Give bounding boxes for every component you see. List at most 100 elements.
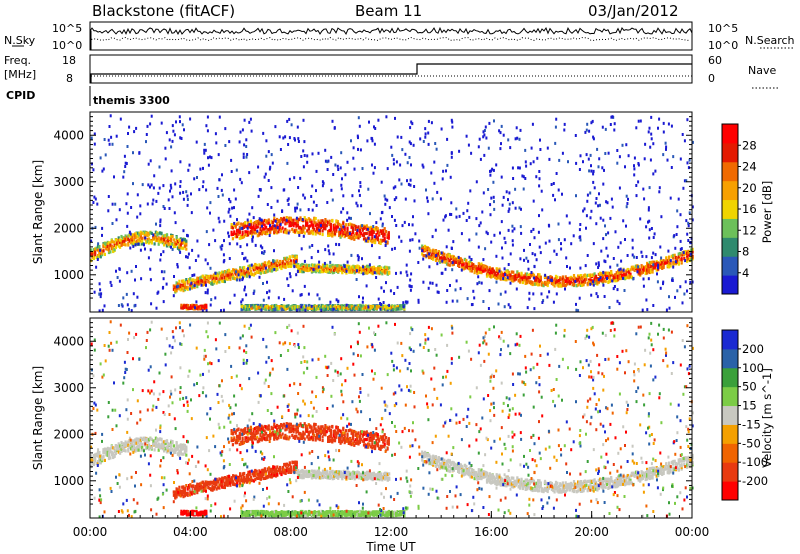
power-cell — [577, 283, 580, 287]
power-cell — [149, 231, 152, 235]
power-cell — [467, 143, 470, 147]
power-cell — [348, 304, 351, 308]
power-cell — [616, 263, 619, 267]
power-cell — [553, 249, 556, 253]
power-cell — [332, 223, 335, 227]
power-cell — [498, 269, 501, 273]
power-cell — [359, 184, 362, 188]
power-cell — [128, 125, 131, 129]
power-cell — [250, 263, 253, 267]
velocity-cell — [102, 451, 105, 455]
power-cell — [490, 240, 493, 244]
power-cell — [248, 275, 251, 279]
power-cell — [254, 272, 257, 276]
power-cell — [328, 270, 331, 274]
power-cell — [626, 202, 629, 205]
power-cell — [625, 269, 628, 273]
power-cell — [586, 199, 589, 203]
power-cell — [206, 129, 209, 133]
power-cell — [110, 135, 113, 139]
power-cell — [548, 157, 551, 161]
power-cell — [501, 271, 504, 275]
power-cell — [252, 264, 255, 268]
power-cell — [241, 307, 245, 311]
velocity-cell — [112, 455, 115, 460]
power-cell — [655, 261, 658, 265]
power-cell — [317, 231, 320, 235]
power-cell — [97, 242, 100, 246]
power-cell — [625, 194, 628, 198]
power-cell — [272, 308, 275, 312]
power-cell — [109, 243, 112, 247]
power-cell — [376, 236, 379, 240]
power-cell — [234, 197, 237, 201]
power-cell — [126, 224, 129, 228]
power-cell — [103, 138, 106, 141]
power-cell — [492, 269, 495, 274]
power-cell — [283, 256, 286, 261]
power-cell — [332, 252, 335, 256]
power-cell — [546, 279, 549, 284]
power-cell — [462, 211, 465, 215]
power-cell — [136, 193, 139, 197]
power-cell — [647, 208, 650, 212]
power-cell — [385, 281, 387, 285]
power-cell — [124, 243, 127, 247]
power-cell — [490, 267, 493, 271]
power-cell — [579, 223, 582, 226]
power-cell — [182, 197, 185, 201]
power-cell — [123, 154, 126, 158]
power-cell — [554, 198, 556, 202]
power-cell — [194, 279, 197, 283]
power-cell — [658, 186, 661, 190]
power-cell — [361, 304, 365, 308]
velocity-cell — [90, 458, 93, 462]
power-cell — [394, 116, 396, 120]
power-cell — [652, 142, 655, 146]
power-cell — [128, 307, 130, 311]
power-cell — [354, 224, 357, 229]
power-cell — [514, 206, 517, 210]
power-cell — [509, 273, 512, 277]
power-cell — [302, 165, 305, 169]
power-cell — [172, 238, 175, 242]
power-cell — [164, 241, 167, 245]
velocity-cell — [145, 437, 148, 441]
power-cell — [326, 160, 329, 164]
velocity-cell — [112, 446, 115, 450]
power-cell — [428, 255, 431, 259]
power-cell — [376, 231, 379, 235]
power-cell — [659, 259, 662, 263]
power-cell — [228, 273, 231, 277]
power-cell — [285, 231, 288, 235]
power-cell — [460, 232, 463, 236]
power-cell — [565, 256, 568, 260]
power-cell — [371, 244, 373, 248]
power-cell — [537, 283, 540, 287]
power-cell — [298, 269, 301, 274]
power-cell — [367, 236, 370, 240]
power-cell — [113, 243, 116, 248]
power-cell — [451, 120, 454, 124]
power-cell — [286, 119, 289, 123]
power-cell — [260, 232, 263, 236]
power-cell — [215, 271, 218, 275]
power-cell — [480, 281, 483, 285]
power-cell — [617, 274, 620, 278]
power-cell — [479, 267, 482, 271]
power-cell — [269, 224, 271, 227]
power-cell — [353, 167, 356, 171]
power-cell — [107, 245, 111, 249]
power-cell — [441, 251, 444, 255]
power-cell — [265, 264, 268, 268]
power-cell — [161, 236, 164, 240]
power-cell — [345, 269, 348, 273]
power-cell — [665, 147, 667, 151]
power-cell — [262, 306, 265, 310]
power-cell — [317, 219, 320, 223]
power-cell — [324, 307, 327, 311]
power-cell — [259, 221, 262, 225]
power-cell — [463, 266, 467, 270]
power-cell — [488, 274, 491, 278]
power-cell — [589, 273, 592, 277]
